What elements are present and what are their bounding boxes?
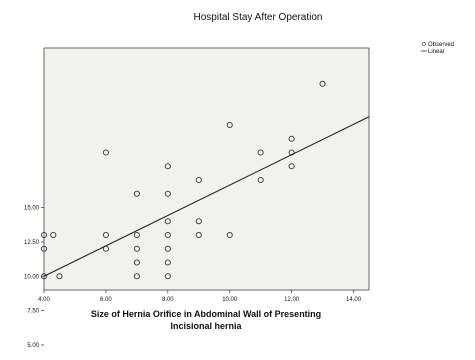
- fit-line: [43, 116, 370, 277]
- x-axis: 4.00 6.00 8.00 10.00 12.00 14.00: [38, 290, 362, 303]
- y-tick-label: 5.00: [27, 343, 39, 349]
- data-point: [40, 245, 48, 252]
- legend-observed-label: Observed: [428, 42, 454, 48]
- data-point: [226, 121, 233, 129]
- legend-linear-label: Linear: [428, 49, 445, 55]
- data-point: [56, 273, 63, 280]
- x-tick-label: 4.00: [38, 297, 50, 303]
- x-axis-label-line-2: Incisional hernia: [170, 321, 242, 331]
- data-point: [319, 80, 326, 87]
- legend-observed-marker: [422, 42, 426, 46]
- y-tick-label: 7.50: [27, 309, 39, 315]
- data-point: [50, 231, 57, 239]
- data-point: [195, 231, 202, 239]
- y-tick-label: 12.50: [24, 240, 40, 246]
- data-point: [195, 176, 202, 184]
- x-tick-label: 12.00: [284, 297, 300, 303]
- data-point: [257, 176, 264, 184]
- data-points: [40, 80, 326, 280]
- data-point: [288, 163, 295, 170]
- data-point: [164, 259, 171, 266]
- x-axis-label-line-1: Size of Hernia Orifice in Abdominal Wall…: [91, 309, 321, 319]
- data-point: [257, 149, 264, 156]
- data-point: [133, 273, 140, 280]
- data-point: [164, 231, 171, 239]
- data-point: [164, 245, 171, 252]
- data-point: [164, 218, 171, 225]
- data-point: [40, 273, 48, 280]
- data-point: [40, 231, 48, 239]
- x-tick-label: 10.00: [222, 297, 238, 303]
- data-point: [164, 163, 171, 170]
- data-point: [164, 190, 171, 197]
- x-tick-label: 14.00: [346, 297, 362, 303]
- x-tick-label: 6.00: [100, 297, 112, 303]
- x-tick-label: 8.00: [162, 297, 174, 303]
- data-point: [102, 231, 109, 239]
- data-point: [133, 259, 140, 266]
- data-point: [226, 231, 233, 239]
- data-point: [195, 218, 202, 225]
- data-point: [133, 245, 140, 252]
- y-tick-label: 15.00: [24, 206, 40, 212]
- data-point: [164, 273, 171, 280]
- data-point: [133, 190, 140, 197]
- fit-line-group: [43, 116, 370, 277]
- chart-title: Hospital Stay After Operation: [194, 12, 323, 23]
- data-point: [133, 231, 140, 239]
- y-tick-label: 10.00: [24, 274, 40, 280]
- legend: Observed Linear: [421, 42, 454, 55]
- data-point: [288, 135, 295, 142]
- data-point: [102, 149, 109, 156]
